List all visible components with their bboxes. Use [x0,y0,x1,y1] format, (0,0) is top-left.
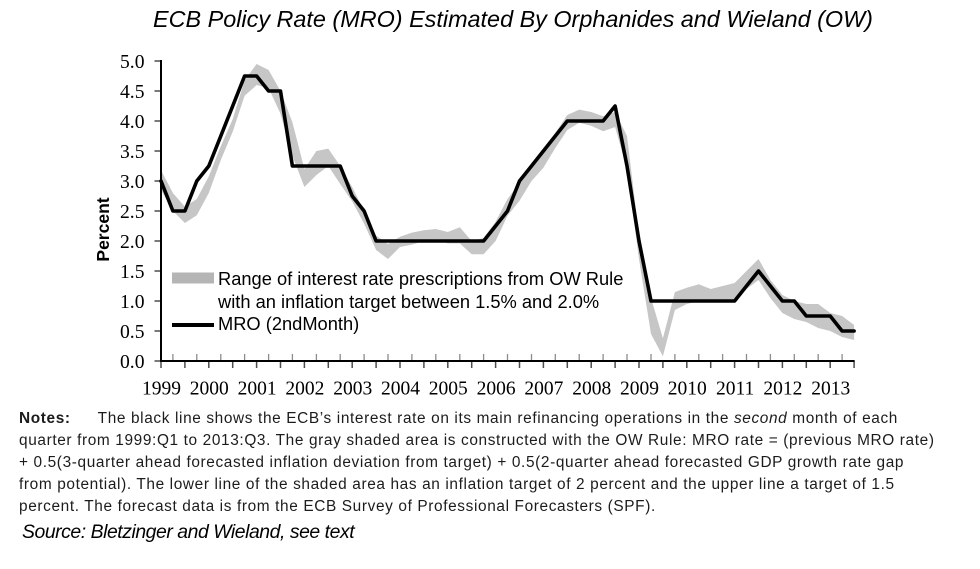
svg-text:1.5: 1.5 [120,262,145,283]
svg-text:2.0: 2.0 [120,232,145,253]
svg-text:Percent: Percent [93,197,113,261]
svg-text:2008: 2008 [572,379,611,400]
svg-text:2.5: 2.5 [120,202,145,223]
svg-text:2011: 2011 [716,379,754,400]
svg-text:0.0: 0.0 [120,352,145,373]
svg-text:4.0: 4.0 [120,112,145,133]
svg-text:2007: 2007 [524,379,563,400]
svg-text:2002: 2002 [285,379,324,400]
svg-text:3.0: 3.0 [120,172,145,193]
svg-text:MRO (2ndMonth): MRO (2ndMonth) [218,313,359,334]
svg-text:2012: 2012 [763,379,802,400]
svg-text:2010: 2010 [668,379,707,400]
svg-text:2006: 2006 [477,379,516,400]
svg-text:1.0: 1.0 [120,292,145,313]
svg-text:2013: 2013 [811,379,850,400]
svg-text:2001: 2001 [238,379,277,400]
svg-text:2004: 2004 [381,379,420,400]
svg-text:Range of interest rate prescri: Range of interest rate prescriptions fro… [218,268,623,289]
svg-text:2009: 2009 [620,379,659,400]
svg-text:2000: 2000 [190,379,229,400]
svg-text:3.5: 3.5 [120,142,145,163]
svg-text:2005: 2005 [429,379,468,400]
svg-text:5.0: 5.0 [120,52,145,73]
svg-text:with an inflation target betwe: with an inflation target between 1.5% an… [217,291,599,312]
svg-text:2003: 2003 [333,379,372,400]
svg-text:4.5: 4.5 [120,82,145,103]
svg-text:1999: 1999 [142,379,181,400]
svg-text:0.5: 0.5 [120,322,145,343]
